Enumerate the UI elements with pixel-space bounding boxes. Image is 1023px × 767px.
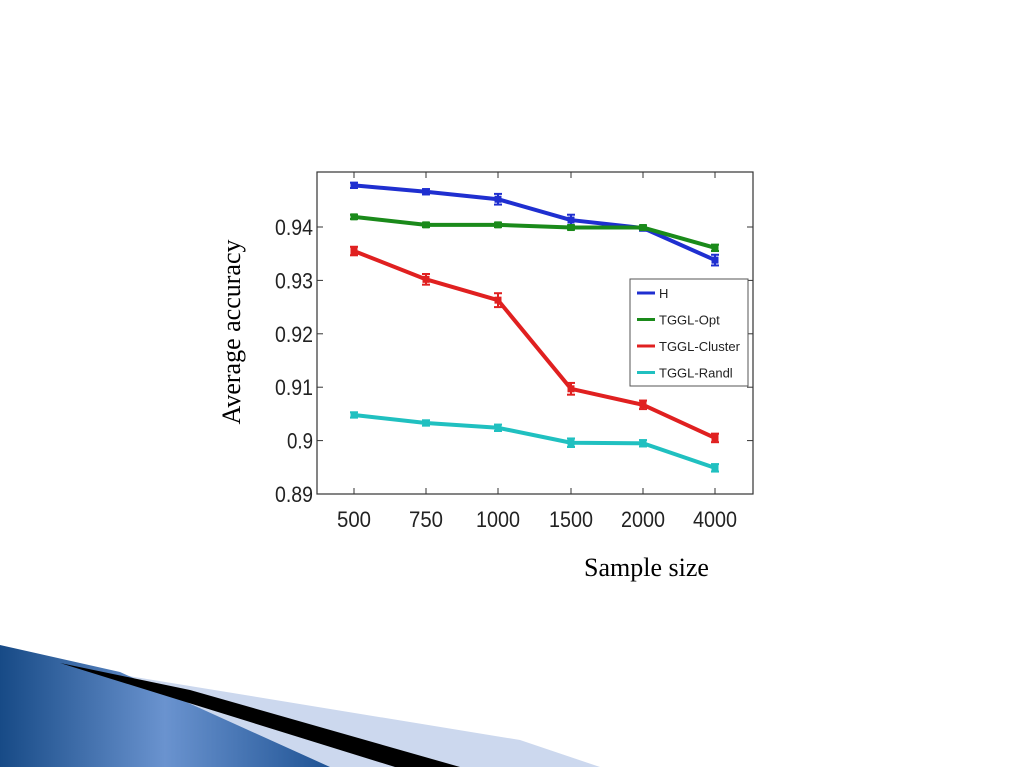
x-axis-label: Sample size (584, 553, 709, 582)
data-point (494, 195, 502, 203)
data-point (350, 181, 358, 189)
series-line (353, 412, 716, 470)
data-point (711, 244, 719, 252)
x-tick-label: 1000 (476, 507, 520, 532)
x-tick-label: 500 (337, 507, 371, 532)
y-axis-label: Average accuracy (217, 239, 246, 425)
y-tick-label: 0.91 (275, 375, 313, 400)
x-tick-label: 2000 (621, 507, 665, 532)
series-line (353, 214, 716, 250)
data-point (711, 434, 719, 442)
x-tick-label: 4000 (693, 507, 737, 532)
y-tick-label: 0.89 (275, 482, 313, 507)
series-h (350, 181, 719, 267)
legend-label: TGGL-Opt (659, 313, 720, 328)
data-point (422, 188, 430, 196)
data-point (350, 213, 358, 221)
data-point (567, 385, 575, 393)
slide-wave-blue (0, 645, 330, 767)
series-tggl-randl (350, 411, 719, 473)
plot-frame (316, 171, 754, 495)
data-point (567, 439, 575, 447)
y-tick-label: 0.94 (275, 215, 313, 240)
data-point (567, 224, 575, 232)
chart-series (350, 181, 719, 473)
data-point (350, 411, 358, 419)
slide-wave-black (60, 663, 460, 767)
y-tick-label: 0.93 (275, 268, 313, 293)
legend-box (629, 278, 749, 387)
data-point (711, 464, 719, 472)
data-point (350, 247, 358, 255)
series-tggl-cluster (350, 245, 719, 444)
data-point (639, 401, 647, 409)
series-line (353, 183, 716, 262)
series-tggl-opt (350, 213, 719, 253)
y-tick-label: 0.92 (275, 322, 313, 347)
data-point (422, 221, 430, 229)
chart-legend: H TGGL-Opt TGGL-Cluster TGGL-Randl (629, 278, 749, 387)
data-point (494, 296, 502, 304)
y-tick-label: 0.9 (287, 429, 313, 454)
x-tick-label: 1500 (549, 507, 593, 532)
data-point (422, 275, 430, 283)
legend-label: H (659, 286, 668, 301)
data-point (422, 419, 430, 427)
data-point (494, 424, 502, 432)
data-point (567, 216, 575, 224)
data-point (639, 439, 647, 447)
series-line (353, 249, 716, 440)
legend-label: TGGL-Randl (659, 366, 733, 381)
chart-axes: 0.89 0.9 0.91 0.92 0.93 0.94 500 750 1000 1500 200… (275, 171, 754, 532)
legend-label: TGGL-Cluster (659, 339, 741, 354)
x-tick-label: 750 (409, 507, 443, 532)
data-point (494, 221, 502, 229)
data-point (711, 256, 719, 264)
data-point (639, 224, 647, 232)
